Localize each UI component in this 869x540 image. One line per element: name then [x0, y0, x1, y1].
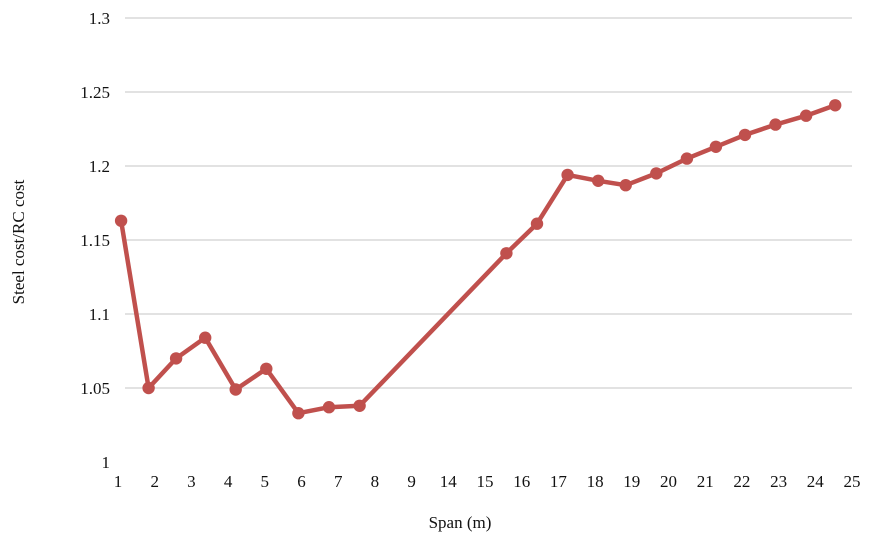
data-point-7	[292, 407, 305, 420]
y-tick-labels: 1 1.05 1.1 1.15 1.2 1.25 1.3	[80, 9, 110, 472]
data-point-18	[738, 128, 752, 142]
x-tick-label: 14	[440, 472, 458, 491]
data-point-15	[650, 167, 663, 180]
y-tick-label: 1.1	[89, 305, 110, 324]
x-tick-label: 21	[697, 472, 714, 491]
x-tick-label: 3	[187, 472, 196, 491]
x-tick-label: 5	[261, 472, 270, 491]
x-tick-label: 25	[844, 472, 861, 491]
data-point-8	[322, 401, 336, 414]
x-tick-label: 22	[733, 472, 750, 491]
x-tick-label: 24	[807, 472, 825, 491]
data-point-6	[260, 362, 273, 375]
data-point-5	[229, 383, 242, 396]
data-point-2	[142, 381, 155, 395]
x-tick-label: 2	[150, 472, 159, 491]
y-axis-label: Steel cost/RC cost	[9, 179, 28, 304]
data-series	[114, 99, 842, 420]
x-tick-label: 15	[477, 472, 494, 491]
x-tick-label: 9	[407, 472, 416, 491]
y-tick-label: 1.25	[80, 83, 110, 102]
gridlines	[125, 17, 852, 389]
data-point-20	[799, 109, 813, 122]
data-point-4	[199, 331, 212, 344]
y-tick-label: 1.15	[80, 231, 110, 250]
x-tick-label: 16	[513, 472, 530, 491]
x-tick-label: 17	[550, 472, 568, 491]
x-axis-label: Span (m)	[429, 513, 492, 532]
data-point-10	[500, 247, 513, 260]
data-point-21	[829, 99, 842, 112]
data-point-16	[680, 152, 694, 165]
x-tick-label: 18	[587, 472, 604, 491]
x-tick-labels: 1 2 3 4 5 6 7 8 9 14 15 16 17 18 19 20 21 22 23 24 25	[114, 472, 861, 491]
data-point-12	[561, 168, 574, 182]
data-point-13	[592, 174, 605, 187]
x-tick-label: 4	[224, 472, 233, 491]
data-point-1	[114, 214, 128, 227]
x-tick-label: 7	[334, 472, 343, 491]
x-tick-label: 20	[660, 472, 677, 491]
x-tick-label: 1	[114, 472, 123, 491]
data-point-11	[530, 217, 544, 230]
y-tick-label: 1.2	[89, 157, 110, 176]
data-point-17	[709, 140, 723, 153]
series-line	[118, 103, 838, 416]
data-point-3	[169, 352, 183, 365]
data-point-14	[619, 179, 632, 192]
y-tick-label: 1	[102, 453, 111, 472]
x-tick-label: 8	[371, 472, 380, 491]
x-tick-label: 23	[770, 472, 787, 491]
x-tick-label: 19	[623, 472, 640, 491]
y-tick-label: 1.3	[89, 9, 110, 28]
x-tick-label: 6	[297, 472, 306, 491]
data-point-19	[769, 118, 782, 131]
y-tick-label: 1.05	[80, 379, 110, 398]
data-point-9	[353, 399, 366, 412]
